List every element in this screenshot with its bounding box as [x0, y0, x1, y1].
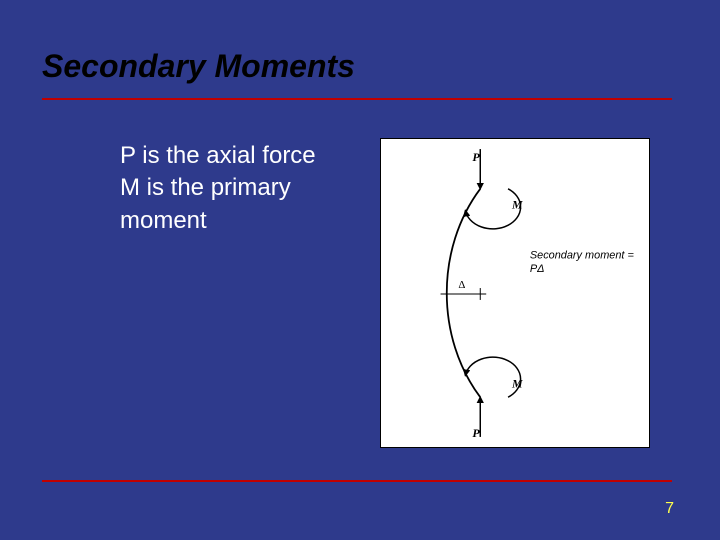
- svg-text:M: M: [511, 376, 523, 390]
- figure-box: P P M M Δ Secondary moment = PΔ: [380, 138, 650, 448]
- svg-text:M: M: [511, 198, 523, 212]
- page-number: 7: [665, 500, 674, 518]
- moment-diagram: P P M M Δ Secondary moment = PΔ: [381, 139, 649, 447]
- svg-text:Secondary moment =: Secondary moment =: [530, 249, 634, 261]
- slide: Secondary Moments P is the axial force M…: [0, 0, 720, 540]
- svg-text:Δ: Δ: [458, 279, 465, 291]
- divider-top: [42, 98, 672, 100]
- body-line-3: moment: [120, 205, 370, 237]
- svg-text:PΔ: PΔ: [530, 263, 545, 275]
- svg-text:P: P: [472, 150, 480, 164]
- svg-text:P: P: [472, 426, 480, 440]
- divider-bottom: [42, 480, 672, 482]
- body-text: P is the axial force M is the primary mo…: [120, 140, 370, 237]
- body-line-1: P is the axial force: [120, 140, 370, 172]
- slide-title: Secondary Moments: [42, 48, 355, 85]
- body-line-2: M is the primary: [120, 172, 370, 204]
